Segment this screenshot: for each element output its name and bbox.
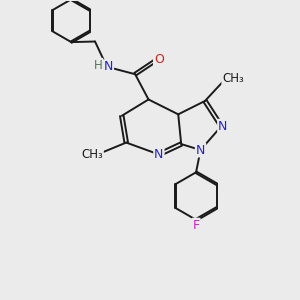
Text: H: H	[94, 59, 102, 72]
Text: CH₃: CH₃	[81, 148, 103, 161]
Text: N: N	[154, 148, 164, 161]
Text: O: O	[154, 53, 164, 66]
Text: F: F	[193, 219, 200, 232]
Text: N: N	[218, 120, 227, 133]
Text: N: N	[104, 60, 113, 73]
Text: N: N	[196, 143, 205, 157]
Text: CH₃: CH₃	[222, 72, 244, 85]
